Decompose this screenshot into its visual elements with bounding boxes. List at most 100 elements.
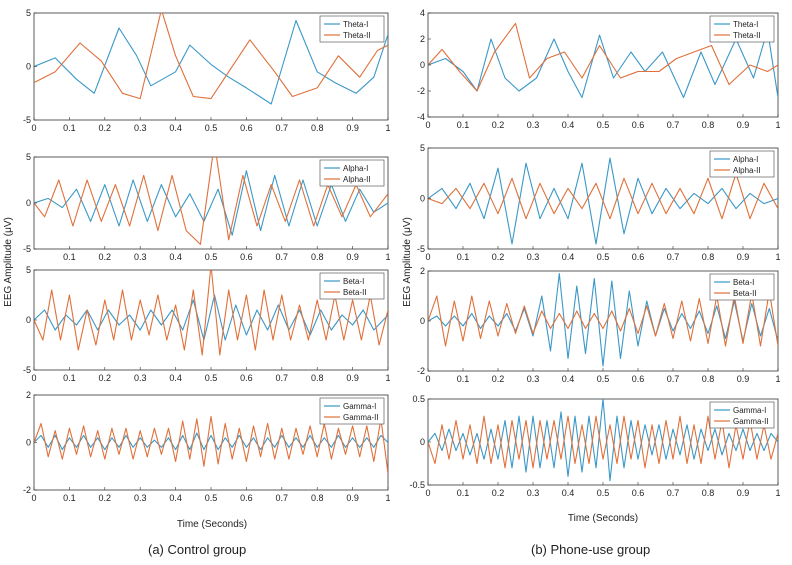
series-line-gamma-ii (34, 415, 388, 474)
y-tick-label: -5 (23, 244, 31, 254)
legend-label: Alpha-II (733, 166, 761, 175)
y-tick-label: -2 (417, 366, 425, 376)
legend-label: Beta-II (343, 288, 367, 297)
series-line-beta-i (428, 272, 778, 367)
legend-label: Theta-I (343, 20, 368, 29)
y-tick-label: 0 (26, 62, 31, 72)
x-tick-label: 0.4 (562, 488, 575, 498)
y-tick-label: 0 (420, 316, 425, 326)
x-tick-label: 0.6 (240, 252, 253, 262)
x-tick-label: 0.5 (205, 493, 218, 503)
y-axis-label-right: EEG Amplitude (μV) (402, 217, 413, 307)
x-tick-label: 0.1 (457, 120, 470, 130)
series-line-gamma-ii (428, 415, 778, 469)
x-tick-label: 0.6 (632, 120, 645, 130)
x-tick-label: 0.8 (702, 252, 715, 262)
subplot-r0: 0 0.1 0.2 0.3 0.4 0.5 0.6 0.7 0.8 0.9 1 -4 -2 0 2 4 Thet… (417, 8, 781, 130)
series-line-gamma-i (34, 432, 388, 451)
x-tick-label: 0.8 (311, 252, 324, 262)
x-tick-label: 0.4 (562, 252, 575, 262)
x-tick-label: 0.1 (63, 123, 76, 133)
legend-box (319, 15, 385, 43)
legend-label: Theta-I (733, 20, 758, 29)
series-line-alpha-ii (428, 172, 778, 220)
x-tick-label: 0.3 (134, 373, 147, 383)
legend: Theta-I Theta-II (709, 15, 775, 43)
legend-label: Theta-II (343, 31, 371, 40)
x-tick-label: 0.6 (632, 488, 645, 498)
legend-label: Gamma-I (343, 402, 376, 411)
x-tick-label: 1 (385, 252, 390, 262)
legend-label: Alpha-II (343, 175, 371, 184)
y-tick-label: -0.5 (409, 480, 425, 490)
x-tick-label: 0.5 (597, 252, 610, 262)
x-tick-label: 0.4 (562, 374, 575, 384)
x-tick-label: 1 (385, 123, 390, 133)
legend-label: Beta-II (733, 289, 757, 298)
x-tick-label: 0.8 (702, 374, 715, 384)
y-tick-label: -5 (23, 365, 31, 375)
x-tick-label: 0.8 (702, 488, 715, 498)
caption-control-group: (a) Control group (148, 542, 247, 557)
y-tick-label: -2 (417, 86, 425, 96)
subplot-r3: 0 0.1 0.2 0.3 0.4 0.5 0.6 0.7 0.8 0.9 1-0.500.5Gam… (409, 394, 780, 498)
x-tick-label: 0.9 (737, 488, 750, 498)
legend-box (319, 272, 385, 300)
x-tick-label: 0.1 (457, 252, 470, 262)
x-tick-label: 0.5 (205, 373, 218, 383)
x-tick-label: 0.2 (99, 493, 112, 503)
x-tick-label: 0.2 (99, 373, 112, 383)
x-tick-label: 0 (425, 120, 430, 130)
legend: Alpha-I Alpha-II (709, 150, 775, 178)
x-tick-label: 0.6 (632, 374, 645, 384)
x-tick-label: 0.1 (63, 252, 76, 262)
y-tick-label: -4 (417, 112, 425, 122)
x-tick-label: 0.3 (527, 488, 540, 498)
series-line-theta-ii (428, 22, 778, 92)
legend: Beta-I Beta-II (319, 272, 385, 300)
x-tick-label: 0.7 (667, 374, 680, 384)
x-tick-label: 0 (425, 488, 430, 498)
x-tick-label: 0.3 (134, 252, 147, 262)
x-tick-label: 0.7 (667, 488, 680, 498)
y-tick-label: 2 (420, 34, 425, 44)
x-tick-label: 0.5 (597, 488, 610, 498)
y-tick-label: 4 (420, 8, 425, 18)
x-tick-label: 0.5 (205, 252, 218, 262)
legend: Gamma-I Gamma-II (319, 397, 385, 425)
x-tick-label: 0.9 (346, 252, 359, 262)
x-tick-label: 0.6 (240, 373, 253, 383)
y-tick-label: 0 (26, 438, 31, 448)
x-tick-label: 0.3 (527, 120, 540, 130)
x-tick-label: 0.6 (240, 123, 253, 133)
x-tick-label: 0.4 (169, 493, 182, 503)
x-tick-label: 0.8 (311, 373, 324, 383)
x-tick-label: 1 (775, 252, 780, 262)
x-tick-label: 0.9 (737, 120, 750, 130)
y-tick-label: 0 (26, 315, 31, 325)
y-tick-label: 2 (420, 266, 425, 276)
series-line-beta-ii (34, 270, 388, 356)
y-tick-label: 0 (26, 198, 31, 208)
x-tick-label: 0.1 (63, 493, 76, 503)
x-tick-label: 1 (775, 374, 780, 384)
x-tick-label: 0.9 (346, 373, 359, 383)
x-axis-label-left: Time (Seconds) (177, 519, 247, 530)
legend-label: Gamma-II (733, 417, 769, 426)
y-tick-label: 5 (26, 265, 31, 275)
y-tick-label: 0 (420, 60, 425, 70)
x-tick-label: 0.2 (492, 120, 505, 130)
series-line-theta-i (34, 19, 388, 105)
series-line-beta-ii (428, 290, 778, 347)
x-tick-label: 0.2 (99, 123, 112, 133)
subplot-l2: 0 0.1 0.2 0.3 0.4 0.5 0.6 0.7 0.8 0.9 1-505Beta-IB… (23, 265, 391, 383)
legend-label: Beta-I (343, 277, 364, 286)
subplot-r2: 0 0.1 0.2 0.3 0.4 0.5 0.6 0.7 0.8 0.9 1-202Beta-IB… (417, 266, 781, 384)
x-tick-label: 0.8 (702, 120, 715, 130)
x-tick-label: 0.3 (134, 123, 147, 133)
y-tick-label: -2 (23, 485, 31, 495)
x-tick-label: 0.2 (99, 252, 112, 262)
x-tick-label: 0.4 (169, 252, 182, 262)
x-tick-label: 0.4 (562, 120, 575, 130)
